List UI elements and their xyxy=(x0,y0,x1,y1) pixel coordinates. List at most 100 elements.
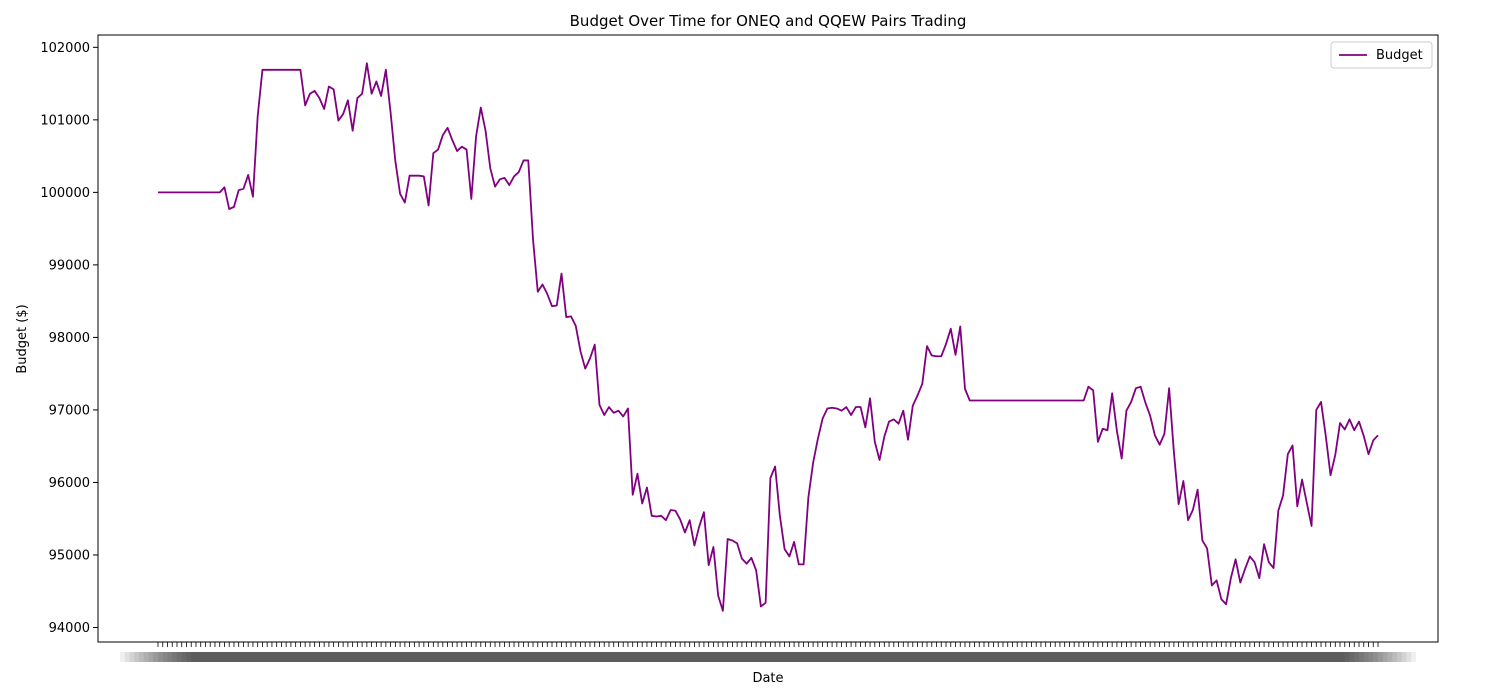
x-tick-label xyxy=(447,652,524,662)
legend-box xyxy=(1330,41,1433,69)
x-tick-label xyxy=(262,652,339,662)
x-tick-label xyxy=(195,652,272,662)
x-axis-label: Date xyxy=(752,671,783,686)
x-tick-label xyxy=(466,652,543,662)
x-tick-label xyxy=(176,652,253,662)
x-tick-label xyxy=(547,652,624,662)
x-tick-label xyxy=(542,652,619,662)
x-tick-label xyxy=(1226,652,1303,662)
x-tick-label xyxy=(229,652,306,662)
x-tick-label xyxy=(798,652,875,662)
x-tick-label xyxy=(528,652,605,662)
x-tick-label xyxy=(746,652,823,662)
x-tick-label xyxy=(760,652,837,662)
x-tick-label xyxy=(651,652,728,662)
x-tick-label xyxy=(433,652,510,662)
x-tick-label xyxy=(969,652,1046,662)
x-tick-label xyxy=(1278,652,1355,662)
x-tick-label xyxy=(129,652,206,662)
x-tick-label xyxy=(532,652,609,662)
x-tick-label xyxy=(903,652,980,662)
x-tick-label xyxy=(570,652,647,662)
x-tick-label xyxy=(1221,652,1298,662)
x-tick-label xyxy=(162,652,239,662)
x-tick-label xyxy=(893,652,970,662)
x-tick-label xyxy=(917,652,994,662)
x-tick-label xyxy=(1131,652,1208,662)
axes-frame xyxy=(97,34,1439,643)
x-tick-label xyxy=(974,652,1051,662)
x-tick-label xyxy=(613,652,690,662)
x-tick-label xyxy=(732,652,809,662)
x-tick-label xyxy=(1216,652,1293,662)
x-tick-label xyxy=(884,652,961,662)
x-tick-label xyxy=(438,652,515,662)
x-tick-label xyxy=(224,652,301,662)
x-tick-label xyxy=(1112,652,1189,662)
x-tick-label xyxy=(912,652,989,662)
x-tick-label xyxy=(1283,652,1360,662)
x-tick-label xyxy=(238,652,315,662)
x-tick-label xyxy=(200,652,277,662)
x-tick-label xyxy=(1126,652,1203,662)
x-tick-label xyxy=(1055,652,1132,662)
x-tick-label xyxy=(983,652,1060,662)
x-tick-label xyxy=(941,652,1018,662)
x-tick-label xyxy=(993,652,1070,662)
x-tick-label xyxy=(205,652,282,662)
x-tick-label xyxy=(518,652,595,662)
y-tick-label: 97000 xyxy=(49,403,90,418)
x-tick-label xyxy=(794,652,871,662)
x-tick-label xyxy=(120,652,196,662)
x-tick-label xyxy=(1249,652,1326,662)
x-tick-label xyxy=(271,652,348,662)
y-axis-label: Budget ($) xyxy=(15,304,30,373)
x-tick-label xyxy=(1064,652,1141,662)
x-tick-label xyxy=(860,652,937,662)
x-tick-label xyxy=(870,652,947,662)
x-tick-label xyxy=(1012,652,1089,662)
x-tick-label xyxy=(1135,652,1212,662)
x-tick-label xyxy=(490,652,567,662)
x-tick-label xyxy=(286,652,363,662)
x-tick-label xyxy=(874,652,951,662)
x-tick-label xyxy=(290,652,367,662)
x-tick-label xyxy=(575,652,652,662)
x-tick-label xyxy=(381,652,458,662)
x-tick-label xyxy=(248,652,325,662)
x-tick-label xyxy=(561,652,638,662)
x-tick-label xyxy=(566,652,643,662)
x-tick-label xyxy=(257,652,334,662)
y-tick-label: 100000 xyxy=(40,186,90,201)
x-tick-label xyxy=(889,652,966,662)
x-tick-label xyxy=(922,652,999,662)
x-tick-label xyxy=(476,652,553,662)
x-tick-label xyxy=(509,652,586,662)
x-tick-label xyxy=(1245,652,1322,662)
y-tick-label: 99000 xyxy=(49,258,90,273)
x-tick-label xyxy=(927,652,1004,662)
x-tick-label xyxy=(143,652,220,662)
x-tick-label xyxy=(1188,652,1265,662)
x-tick-label xyxy=(865,652,942,662)
x-tick-label xyxy=(1159,652,1236,662)
x-tick-label xyxy=(1325,652,1402,662)
x-tick-label xyxy=(1164,652,1241,662)
x-tick-label xyxy=(186,652,263,662)
x-tick-label xyxy=(423,652,500,662)
x-tick-label xyxy=(390,652,467,662)
x-tick-label xyxy=(1007,652,1084,662)
x-tick-label xyxy=(252,652,329,662)
x-tick-label xyxy=(328,652,405,662)
x-tick-label xyxy=(908,652,985,662)
x-tick-label xyxy=(347,652,424,662)
x-tick-label xyxy=(580,652,657,662)
x-tick-label xyxy=(998,652,1075,662)
x-tick-label xyxy=(395,652,472,662)
x-tick-label xyxy=(153,652,230,662)
x-tick-label xyxy=(637,652,714,662)
x-tick-label xyxy=(608,652,685,662)
x-tick-label xyxy=(480,652,557,662)
x-tick-label xyxy=(319,652,396,662)
